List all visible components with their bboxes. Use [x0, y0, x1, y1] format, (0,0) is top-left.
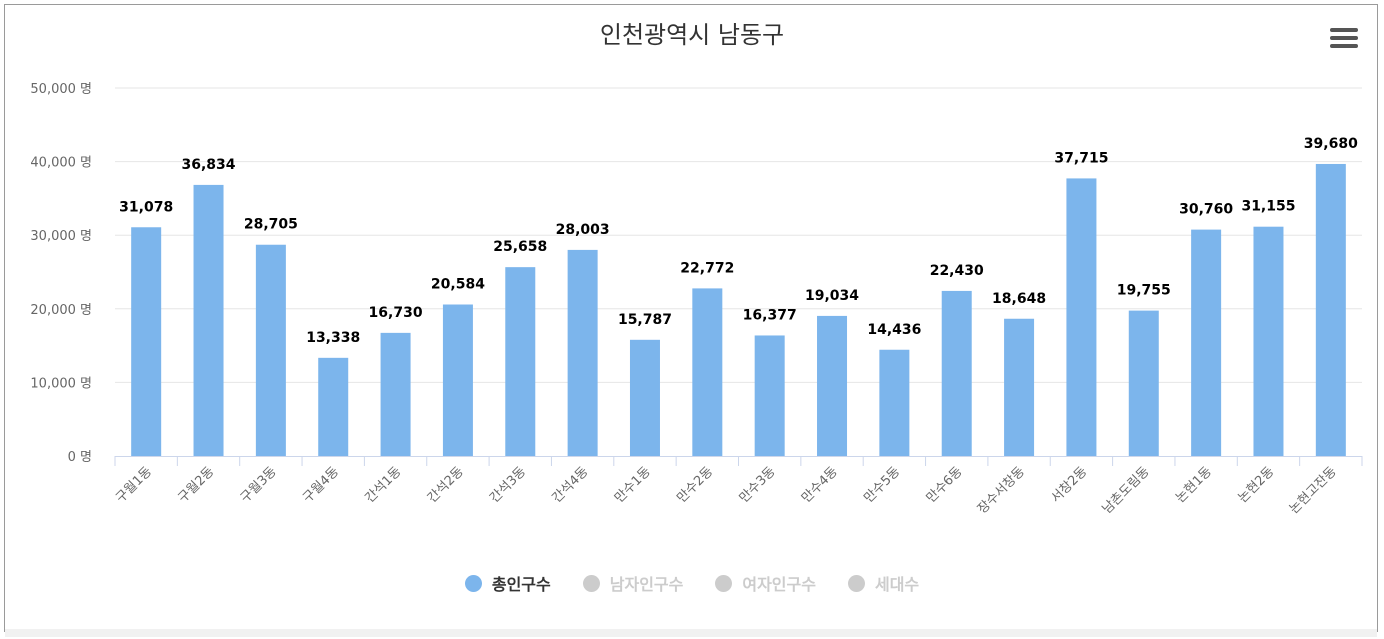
- legend-dot: [847, 574, 865, 592]
- x-tick-label: 간석4동: [550, 464, 592, 506]
- y-tick-label: 40,000 명: [30, 156, 92, 171]
- data-label: 36,834: [182, 157, 236, 173]
- bar: [692, 288, 723, 456]
- y-tick-label: 50,000 명: [30, 82, 92, 97]
- legend-dot: [464, 574, 482, 592]
- legend: 총인구수 남자인구수 여자인구수 세대수: [0, 570, 1384, 596]
- legend-label: 여자인구수: [742, 575, 816, 594]
- x-tick-label: 만수2동: [674, 464, 716, 506]
- bar: [1191, 229, 1222, 456]
- x-tick-label: 간석2동: [425, 464, 467, 506]
- data-label: 30,760: [1179, 202, 1233, 218]
- legend-label: 총인구수: [491, 575, 551, 594]
- data-label: 19,034: [805, 288, 859, 304]
- data-label: 31,155: [1241, 199, 1295, 215]
- bar: [629, 339, 660, 456]
- bar: [131, 227, 162, 456]
- data-label: 20,584: [431, 277, 485, 293]
- data-label: 16,730: [369, 305, 423, 321]
- x-tick-label: 간석1동: [363, 464, 405, 506]
- bar: [1253, 226, 1284, 456]
- x-tick-label: 만수5동: [861, 464, 903, 506]
- data-label: 37,715: [1054, 150, 1108, 166]
- x-tick-label: 장수서창동: [975, 464, 1028, 517]
- data-label: 22,772: [680, 260, 734, 276]
- bar: [567, 249, 598, 456]
- data-label: 31,078: [119, 199, 173, 215]
- x-tick-label: 남촌도림동: [1100, 464, 1153, 517]
- x-tick-label: 구월4동: [300, 464, 342, 506]
- data-label: 15,787: [618, 312, 672, 328]
- legend-item-total[interactable]: 총인구수: [464, 571, 551, 595]
- bar: [318, 357, 349, 456]
- data-label: 16,377: [743, 307, 797, 323]
- y-tick-label: 30,000 명: [30, 229, 92, 244]
- x-tick-label: 간석3동: [487, 464, 529, 506]
- menu-line: [1330, 36, 1358, 40]
- x-tick-label: 구월2동: [176, 464, 218, 506]
- y-tick-label: 0 명: [68, 450, 92, 465]
- x-tick-label: 구월3동: [238, 464, 280, 506]
- data-label: 28,003: [556, 222, 610, 238]
- bar: [380, 332, 411, 456]
- legend-item-households[interactable]: 세대수: [847, 571, 920, 595]
- legend-label: 남자인구수: [609, 575, 684, 594]
- menu-line: [1330, 44, 1358, 48]
- bar: [879, 349, 910, 456]
- chart-title: 인천광역시 남동구: [599, 21, 785, 49]
- x-tick-label: 만수1동: [612, 464, 654, 506]
- x-tick-label: 논현고잔동: [1287, 464, 1340, 517]
- legend-label: 세대수: [874, 575, 920, 594]
- legend-dot: [715, 574, 733, 592]
- bar: [1066, 178, 1097, 456]
- x-tick-label: 만수3동: [737, 464, 779, 506]
- bar: [193, 184, 224, 456]
- y-tick-label: 10,000 명: [30, 376, 92, 391]
- legend-dot: [582, 574, 600, 592]
- legend-item-female[interactable]: 여자인구수: [715, 571, 816, 595]
- bar: [255, 244, 286, 456]
- x-tick-label: 만수6동: [924, 464, 966, 506]
- data-label: 13,338: [306, 330, 360, 346]
- x-tick-label: 구월1동: [113, 464, 155, 506]
- x-tick-label: 논현2동: [1235, 464, 1277, 506]
- bar: [1128, 310, 1159, 456]
- x-tick-label: 만수4동: [799, 464, 841, 506]
- data-label: 25,658: [493, 239, 547, 255]
- data-label: 19,755: [1117, 283, 1171, 299]
- legend-item-male[interactable]: 남자인구수: [582, 571, 684, 595]
- bar: [941, 290, 972, 456]
- data-label: 22,430: [930, 263, 984, 279]
- x-tick-label: 논현1동: [1173, 464, 1215, 506]
- data-label: 14,436: [867, 322, 921, 338]
- bar: [817, 315, 848, 456]
- x-tick-label: 서창2동: [1048, 464, 1090, 506]
- data-label: 28,705: [244, 217, 298, 233]
- bar: [442, 304, 473, 456]
- bar-chart: 0 명 10,000 명 20,000 명 30,000 명 40,000 명 50,00…: [30, 82, 1363, 517]
- menu-line: [1330, 28, 1358, 32]
- data-label: 39,680: [1304, 136, 1358, 152]
- bar: [1004, 318, 1035, 456]
- bottom-strip: [5, 629, 1377, 637]
- bar: [754, 335, 785, 456]
- bar: [1315, 163, 1346, 456]
- data-label: 18,648: [992, 291, 1046, 307]
- y-tick-label: 20,000 명: [30, 303, 92, 318]
- bar: [505, 267, 536, 456]
- hamburger-menu-icon[interactable]: [1330, 28, 1358, 52]
